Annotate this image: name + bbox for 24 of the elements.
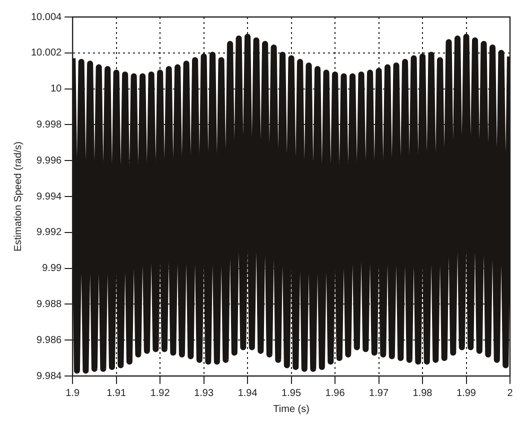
x-tick-label: 1.97: [369, 388, 389, 399]
y-axis-title: Estimation Speed (rad/s): [12, 141, 24, 252]
x-tick-label: 1.99: [456, 388, 476, 399]
x-tick-label: 1.92: [150, 388, 170, 399]
y-tick-label: 10.002: [30, 48, 62, 59]
y-tick-label: 9.992: [36, 227, 62, 238]
y-tick-label: 9.994: [36, 191, 62, 202]
y-tick-label: 10.004: [30, 12, 62, 23]
x-tick-label: 1.98: [412, 388, 433, 399]
y-tick-label: 9.986: [36, 334, 62, 346]
y-tick-label: 9.984: [36, 370, 62, 382]
y-tick-label: 9.99: [42, 263, 62, 274]
y-tick-label: 9.998: [36, 119, 62, 130]
x-tick-label: 1.91: [106, 388, 126, 399]
y-tick-label: 9.996: [36, 155, 62, 166]
x-tick-label: 1.94: [238, 388, 258, 399]
x-tick-label: 2: [507, 388, 514, 399]
y-tick-label: 9.988: [36, 298, 62, 310]
y-tick-label: 10: [50, 84, 62, 95]
x-axis-title: Time (s): [273, 404, 310, 415]
x-tick-label: 1.93: [194, 388, 214, 399]
x-tick-label: 1.96: [325, 388, 346, 399]
x-tick-label: 1.95: [282, 388, 302, 399]
x-tick-label: 1.9: [66, 388, 80, 399]
